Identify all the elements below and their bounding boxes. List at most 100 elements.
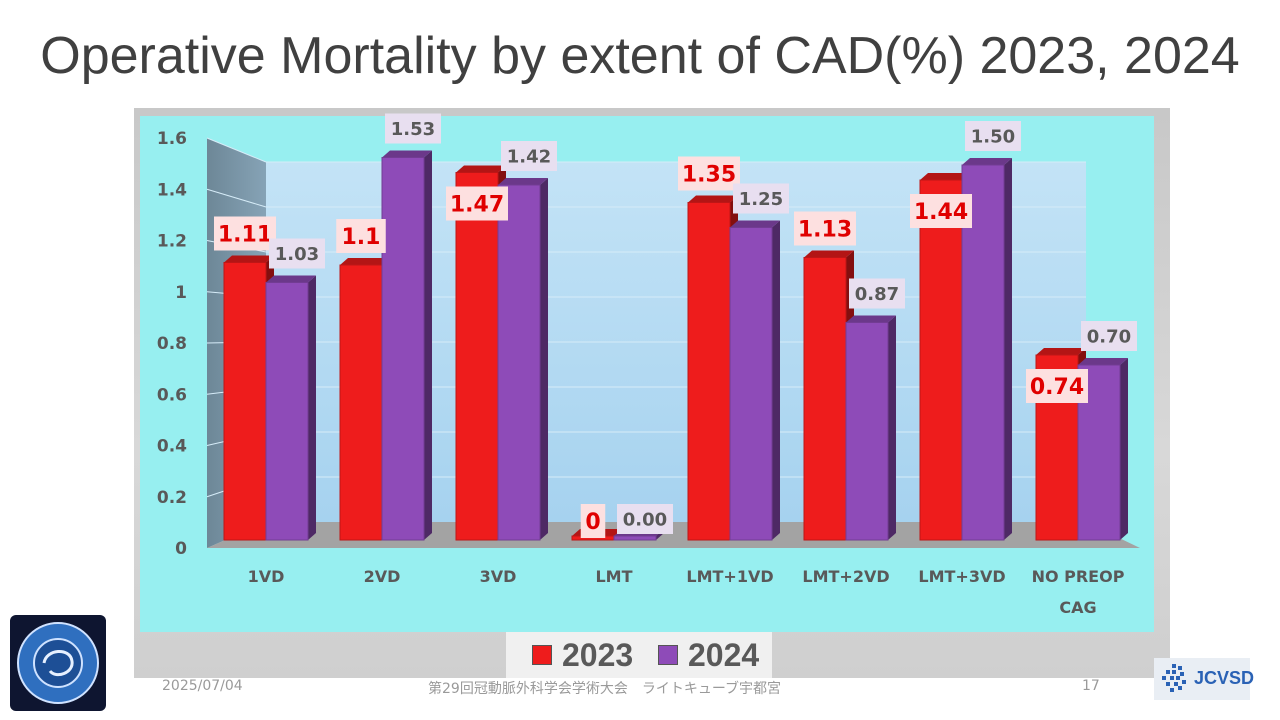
data-label-bg	[794, 211, 856, 246]
data-label-bg	[617, 504, 673, 534]
bar-top-2024-LMT+3VD	[962, 158, 1012, 165]
legend-item-2023: 2023	[532, 634, 633, 676]
data-label-bg	[1026, 369, 1088, 403]
y-tick-label: 0.2	[157, 488, 187, 508]
x-tick-label: CAG	[1059, 598, 1096, 617]
bar-side-2024-2VD	[424, 150, 432, 540]
society-seal-logo	[10, 615, 106, 711]
bar-top-2023-2VD	[340, 258, 390, 265]
data-label-2023-LMT+1VD: 1.35	[682, 162, 736, 187]
legend-item-2024: 2024	[658, 634, 759, 676]
data-label-bg	[678, 156, 740, 191]
bar-2023-LMT+2VD	[803, 257, 847, 541]
x-tick-label: 1VD	[248, 567, 285, 586]
bar-top-2024-LMT+1VD	[730, 220, 780, 228]
y-tick-label: 0	[175, 539, 187, 559]
bar-2023-2VD	[339, 264, 383, 541]
chart-floor	[207, 522, 1140, 548]
bar-top-2023-3VD	[456, 165, 506, 173]
bar-2023-3VD	[455, 172, 499, 541]
bar-top-2023-LMT+1VD	[688, 195, 738, 203]
x-tick-label: NO PREOP	[1032, 567, 1125, 586]
x-tick-label: 2VD	[364, 567, 401, 586]
bar-top-2023-LMT+2VD	[804, 250, 854, 258]
footer-event: 第29回冠動脈外科学会学術大会 ライトキューブ宇都宮	[428, 681, 781, 697]
bar-2024-LMT+2VD	[845, 322, 889, 541]
y-tick-label: 0.6	[157, 385, 187, 405]
bar-2023-LMT+3VD	[919, 179, 963, 541]
bar-2024-2VD	[381, 157, 425, 541]
x-tick-label: LMT+2VD	[802, 567, 889, 586]
x-tick-label: LMT+3VD	[918, 567, 1005, 586]
bar-2023-1VD	[223, 262, 267, 541]
bar-side-2024-NO PREOP CAG	[1120, 358, 1128, 540]
bar-side-2024-LMT+3VD	[1004, 158, 1012, 540]
data-label-2023-2VD: 1.1	[342, 225, 381, 250]
bar-side-2024-3VD	[540, 178, 548, 540]
bar-top-2024-1VD	[266, 275, 316, 283]
bar-top-2024-LMT+2VD	[846, 315, 896, 323]
data-label-2024-NO PREOP CAG: 0.70	[1087, 326, 1131, 347]
data-label-2024-LMT+1VD: 1.25	[739, 189, 783, 210]
data-label-2024-LMT: 0.00	[623, 509, 667, 530]
legend-swatch-2024	[658, 645, 678, 665]
data-label-2023-3VD: 1.47	[450, 192, 504, 217]
y-tick-label: 1	[175, 283, 187, 303]
bar-top-2023-NO PREOP CAG	[1036, 348, 1086, 355]
footer-date: 2025/07/04	[162, 678, 243, 694]
y-tick-label: 1.2	[157, 232, 187, 252]
data-label-2024-LMT+2VD: 0.87	[855, 284, 899, 305]
jcvsd-logo-text: JCVSD	[1194, 668, 1255, 688]
bar-side-2024-1VD	[308, 275, 316, 540]
data-label-bg	[733, 183, 789, 214]
x-tick-label: LMT+1VD	[686, 567, 773, 586]
bar-top-2024-2VD	[382, 150, 432, 158]
data-label-2023-LMT+2VD: 1.13	[798, 217, 852, 242]
jcvsd-logo: JCVSD	[1154, 658, 1254, 700]
data-label-2023-LMT+3VD: 1.44	[914, 200, 968, 225]
data-label-bg	[910, 194, 972, 228]
x-tick-label: 3VD	[480, 567, 517, 586]
data-label-bg	[269, 238, 325, 269]
footer-page-number: 17	[1082, 678, 1100, 694]
society-seal-icon	[17, 622, 99, 704]
bar-2023-LMT+1VD	[687, 202, 731, 541]
data-label-bg	[336, 219, 386, 253]
data-label-2024-1VD: 1.03	[275, 244, 319, 265]
data-label-bg	[580, 504, 606, 538]
data-label-bg	[214, 216, 276, 251]
data-label-bg	[849, 278, 905, 309]
y-tick-label: 0.8	[157, 334, 187, 354]
legend-label-2024: 2024	[688, 636, 760, 673]
data-label-bg	[501, 141, 557, 171]
bar-top-2023-1VD	[224, 255, 274, 263]
data-label-bg	[1081, 321, 1137, 351]
gridline-side	[206, 137, 267, 163]
bar-top-2024-3VD	[498, 178, 548, 185]
bar-top-2023-LMT+3VD	[920, 173, 970, 180]
data-label-2023-1VD: 1.11	[218, 222, 272, 247]
data-label-2023-NO PREOP CAG: 0.74	[1030, 375, 1084, 400]
bar-2024-3VD	[497, 184, 541, 541]
data-label-bg	[385, 113, 441, 144]
data-label-2024-2VD: 1.53	[391, 119, 435, 140]
y-tick-label: 1.4	[157, 180, 187, 200]
bar-side-2024-LMT+1VD	[772, 220, 780, 540]
data-label-2024-LMT+3VD: 1.50	[971, 126, 1015, 147]
bar-2024-LMT+1VD	[729, 227, 773, 541]
y-tick-label: 0.4	[157, 437, 187, 457]
legend-swatch-2023	[532, 645, 552, 665]
bar-top-2024-NO PREOP CAG	[1078, 358, 1128, 365]
data-label-bg	[446, 186, 508, 221]
jcvsd-mark-icon	[1162, 664, 1186, 692]
bar-2024-1VD	[265, 282, 309, 541]
gridline-side	[206, 188, 267, 208]
data-label-bg	[965, 121, 1021, 151]
data-label-2023-LMT: 0	[585, 510, 600, 535]
data-label-2024-3VD: 1.42	[507, 146, 551, 167]
bar-2024-LMT	[613, 535, 657, 541]
bar-side-2024-LMT+2VD	[888, 315, 896, 540]
y-tick-label: 1.6	[157, 129, 187, 149]
x-tick-label: LMT	[595, 567, 632, 586]
